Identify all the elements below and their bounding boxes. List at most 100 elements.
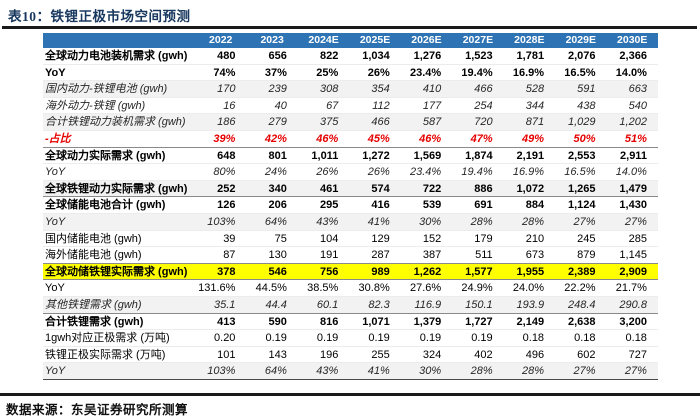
value-cell: 43% <box>316 215 339 228</box>
value-cell: 82.3 <box>368 298 390 311</box>
value-cell: 2,909 <box>619 265 647 278</box>
value-cell: 0.20 <box>214 332 236 345</box>
value-cell: 438 <box>577 99 596 112</box>
value-cell: 179 <box>474 232 493 245</box>
value-cell: 2,149 <box>516 315 545 328</box>
value-cell: 64% <box>264 215 287 228</box>
value-cell: 60.1 <box>316 298 339 311</box>
row-label: 海外动力-铁锂 (gwh) <box>45 99 146 112</box>
value-cell: 2,553 <box>567 149 596 162</box>
value-cell: 28% <box>470 365 493 378</box>
header-cell-year: 2022 <box>209 34 233 46</box>
value-cell: 1,124 <box>567 199 596 212</box>
value-cell: 816 <box>319 315 339 328</box>
table-row: 全球动力实际需求 (gwh) 648 801 1,011 1,272 1,569 1,874… <box>43 147 658 165</box>
value-cell: 186 <box>217 116 236 129</box>
table-row: 全球储能电池合计 (gwh) 126 206 295 416 539 691 884 1,124… <box>43 197 658 214</box>
value-cell: 112 <box>372 99 390 112</box>
value-cell: 39% <box>213 132 236 145</box>
value-cell: 727 <box>628 348 647 361</box>
value-cell: 103% <box>207 365 236 378</box>
value-cell: 496 <box>525 348 545 361</box>
value-cell: 466 <box>371 116 390 129</box>
value-cell: 591 <box>577 83 596 96</box>
value-cell: 375 <box>319 116 339 129</box>
value-cell: 116.9 <box>414 298 442 311</box>
title-rule <box>2 26 697 29</box>
row-label: 全球储能电池合计 (gwh) <box>45 199 166 212</box>
value-cell: 2,638 <box>567 315 596 328</box>
value-cell: 416 <box>371 199 390 212</box>
value-cell: 27% <box>573 365 596 378</box>
value-cell: 27% <box>624 365 647 378</box>
value-cell: 129 <box>371 232 390 245</box>
value-cell: 40 <box>274 99 287 112</box>
value-cell: 387 <box>422 249 442 262</box>
header-cell-year: 2023 <box>260 34 284 46</box>
value-cell: 410 <box>422 83 442 96</box>
value-cell: 16.9% <box>512 66 545 79</box>
value-cell: 354 <box>371 83 390 96</box>
table-row: 合计铁锂动力装机需求 (gwh) 186 279 375 466 587 720 871 1,0… <box>43 114 658 131</box>
value-cell: 26% <box>367 66 390 79</box>
value-cell: 210 <box>525 232 545 245</box>
row-label: 海外储能电池 (gwh) <box>45 249 142 262</box>
table-row: 铁锂正极实际需求 (万吨) 101 143 196 255 324 402 496 602 727 <box>43 346 658 364</box>
value-cell: 324 <box>422 348 442 361</box>
value-cell: 126 <box>217 199 236 212</box>
value-cell: 26% <box>367 166 390 179</box>
value-cell: 879 <box>577 249 596 262</box>
value-cell: 24.0% <box>512 282 545 295</box>
value-cell: 461 <box>319 182 339 195</box>
value-cell: 28% <box>470 215 493 228</box>
value-cell: 540 <box>628 99 647 112</box>
value-cell: 30% <box>419 215 442 228</box>
page-title: 表10：铁锂正极市场空间预测 <box>8 9 191 24</box>
row-label: YoY <box>45 215 66 228</box>
value-cell: 46% <box>316 132 339 145</box>
value-cell: 248.4 <box>567 298 596 311</box>
value-cell: 177 <box>422 99 442 112</box>
value-cell: 648 <box>217 149 236 162</box>
value-cell: 21.7% <box>615 282 647 295</box>
row-label: YoY <box>45 282 65 295</box>
table-row: 国内储能电池 (gwh) 39 75 104 129 152 179 210 245 285 <box>43 230 658 248</box>
value-cell: 1,202 <box>619 116 647 129</box>
table-row: 全球动力电池装机需求 (gwh) 480 656 822 1,034 1,276 1,523… <box>43 48 658 65</box>
header-cell-year: 2027E <box>462 34 494 46</box>
table-row: -占比 39% 42% 46% 45% 46% 47% 49% 50% 51% <box>43 130 658 148</box>
value-cell: 23.4% <box>409 66 442 79</box>
table-row: YoY 80% 24% 26% 26% 23.4% 19.4% 16.9% 16.5% 14.0% <box>43 164 658 181</box>
table-row: 海外储能电池 (gwh) 87 130 191 287 387 511 673 879 1,145 <box>43 247 658 264</box>
value-cell: 691 <box>474 199 493 212</box>
value-cell: 0.18 <box>574 332 596 345</box>
value-cell: 480 <box>217 50 236 62</box>
value-cell: 1,011 <box>311 149 339 162</box>
table-row: 全球铁锂动力实际需求 (gwh) 252 340 461 574 722 886 1,072 1… <box>43 180 658 198</box>
value-cell: 16 <box>223 99 236 112</box>
value-cell: 87 <box>223 249 236 262</box>
value-cell: 74% <box>213 66 236 79</box>
value-cell: 0.18 <box>522 332 545 345</box>
value-cell: 656 <box>268 50 287 62</box>
value-cell: 14.0% <box>615 166 647 179</box>
value-cell: 290.8 <box>619 298 647 311</box>
value-cell: 2,191 <box>516 149 545 162</box>
value-cell: 1,272 <box>362 149 390 162</box>
value-cell: 1,071 <box>362 315 390 328</box>
value-cell: 131.6% <box>198 282 236 295</box>
value-cell: 47% <box>470 132 493 145</box>
value-cell: 245 <box>577 232 596 245</box>
value-cell: 587 <box>422 116 442 129</box>
value-cell: 340 <box>268 182 287 195</box>
footer-rule <box>0 393 700 396</box>
value-cell: 44.5% <box>255 282 287 295</box>
header-cell-year: 2029E <box>565 34 596 46</box>
value-cell: 50% <box>573 132 596 145</box>
header-cell-year: 2028E <box>514 34 545 46</box>
value-cell: 75 <box>274 232 287 245</box>
value-cell: 1,072 <box>516 182 545 195</box>
header-cell-year: 2024E <box>308 34 339 46</box>
value-cell: 26% <box>316 166 339 179</box>
row-label: 合计铁锂需求 (gwh) <box>45 315 144 328</box>
